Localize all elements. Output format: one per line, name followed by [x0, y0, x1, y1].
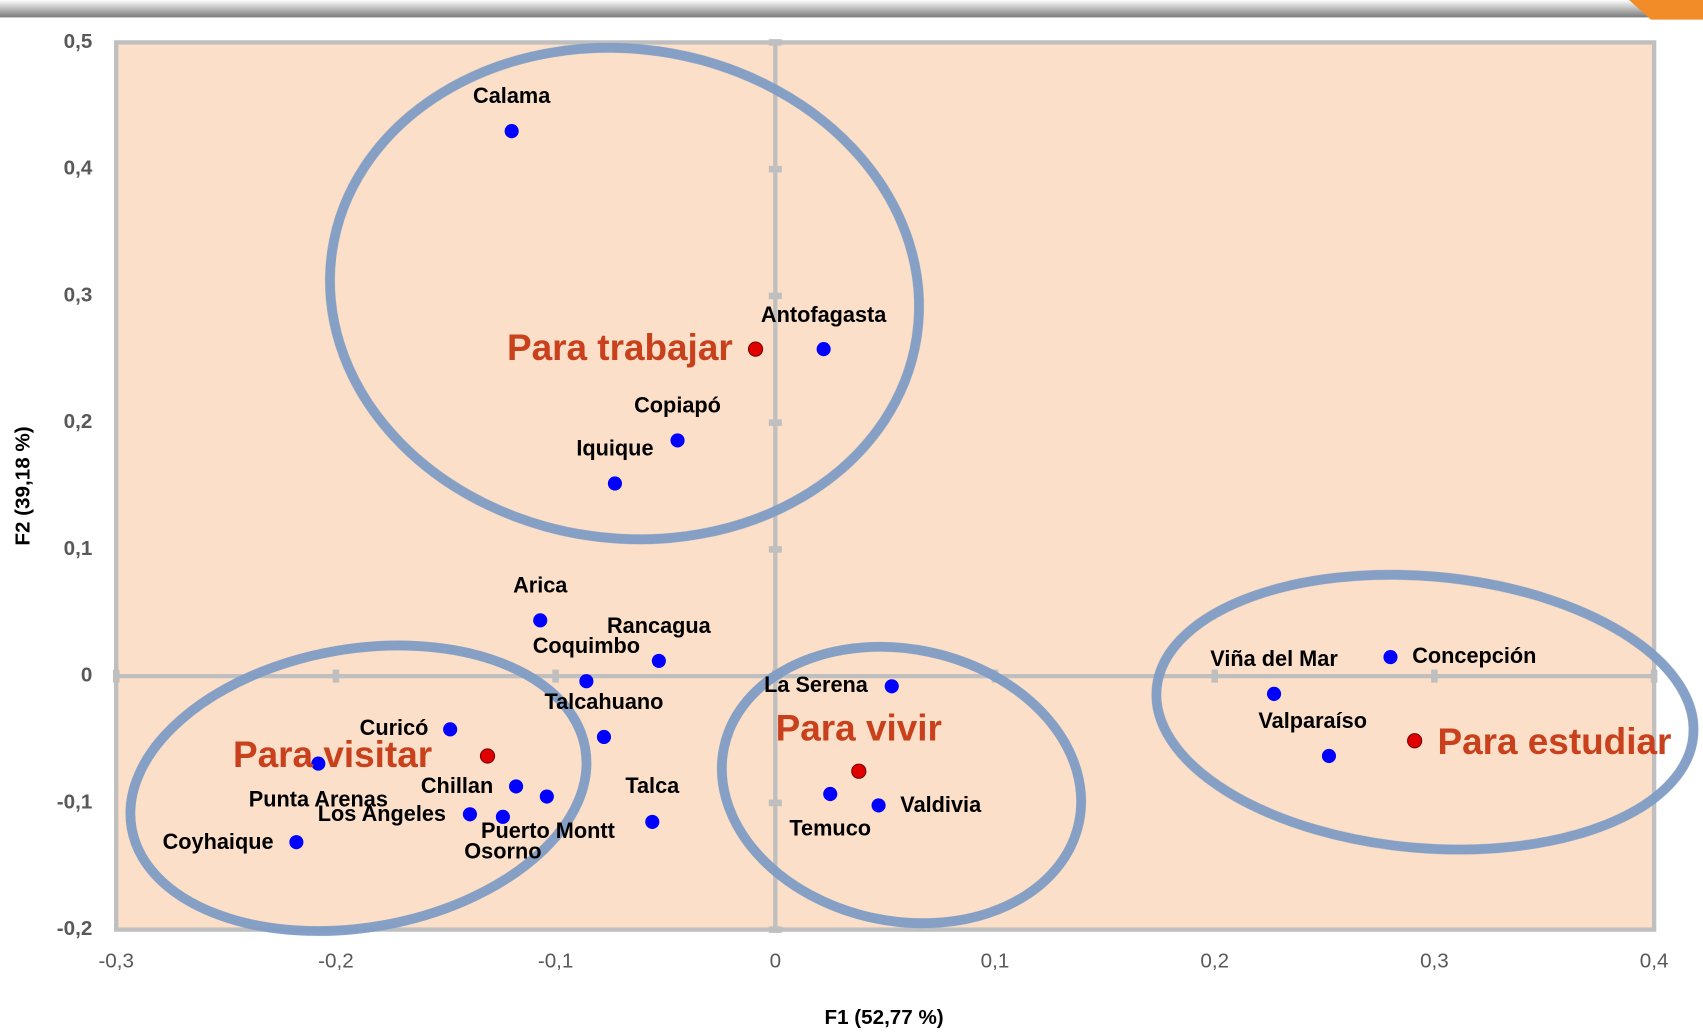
- city-point: [645, 815, 659, 829]
- city-point: [1267, 687, 1281, 701]
- city-point-label: Calama: [473, 83, 551, 108]
- x-tick-label: 0,4: [1640, 950, 1669, 973]
- city-point-label: Antofagasta: [761, 302, 887, 327]
- y-axis-label: F2 (39,18 %): [11, 426, 34, 545]
- x-tick-label: -0,2: [318, 950, 354, 973]
- city-point: [289, 835, 303, 849]
- x-tick-label: -0,3: [98, 950, 134, 973]
- city-point: [1383, 650, 1397, 664]
- city-point: [1322, 749, 1336, 763]
- city-point-label: Temuco: [789, 816, 871, 841]
- y-tick-label: -0,2: [57, 917, 93, 940]
- purpose-point: [1408, 734, 1422, 748]
- purpose-point: [748, 342, 762, 356]
- x-tick-label: 0,2: [1200, 950, 1229, 973]
- city-point-label: Coyhaique: [163, 829, 274, 854]
- city-point-label: Puerto Montt: [481, 818, 615, 843]
- city-point-label: Coquimbo: [533, 633, 640, 658]
- purpose-point: [480, 749, 494, 763]
- y-tick-label: 0,3: [64, 283, 93, 306]
- city-point-label: Copiapó: [634, 392, 721, 417]
- x-tick-label: 0,3: [1420, 950, 1449, 973]
- y-tick-label: -0,1: [57, 790, 93, 813]
- city-point-label: Chillan: [421, 773, 493, 798]
- x-axis-label: F1 (52,77 %): [825, 1006, 944, 1029]
- city-point: [579, 674, 593, 688]
- city-point: [670, 433, 684, 447]
- city-point-label: La Serena: [764, 672, 869, 697]
- x-tick-label: -0,1: [538, 950, 574, 973]
- city-point: [540, 789, 554, 803]
- purpose-point-label: Para vivir: [776, 708, 942, 749]
- top-bar: [0, 0, 1703, 17]
- city-point: [533, 613, 547, 627]
- city-point: [597, 730, 611, 744]
- city-point-label: Valdivia: [900, 792, 982, 817]
- y-tick-label: 0,5: [64, 30, 93, 53]
- city-point-label: Concepción: [1412, 643, 1536, 668]
- city-point: [885, 679, 899, 693]
- city-point: [509, 779, 523, 793]
- purpose-point-label: Para estudiar: [1437, 721, 1671, 762]
- purpose-point-label: Para visitar: [233, 734, 432, 775]
- y-tick-label: 0,1: [64, 537, 93, 560]
- city-point: [608, 476, 622, 490]
- city-point-label: Viña del Mar: [1210, 646, 1338, 671]
- city-point: [872, 798, 886, 812]
- city-point-label: Talcahuano: [544, 689, 663, 714]
- y-tick-label: 0: [81, 664, 92, 687]
- y-tick-label: 0,4: [64, 157, 93, 180]
- purpose-point: [852, 764, 866, 778]
- city-point: [505, 124, 519, 138]
- page: {"chart_data": { "type": "scatter", "x_l…: [0, 0, 1703, 1034]
- city-point: [823, 787, 837, 801]
- city-point-label: Los Angeles: [318, 801, 446, 826]
- y-tick-label: 0,2: [64, 410, 93, 433]
- city-point-label: Valparaíso: [1258, 708, 1367, 733]
- purpose-point-label: Para trabajar: [507, 327, 733, 368]
- x-tick-label: 0,1: [981, 950, 1010, 973]
- x-tick-label: 0: [770, 950, 781, 973]
- city-point: [463, 807, 477, 821]
- city-point-label: Iquique: [576, 435, 653, 460]
- chart: F1 (52,77 %) F2 (39,18 %) -0,3-0,2-0,100…: [0, 0, 1703, 1034]
- city-point: [443, 722, 457, 736]
- city-point-label: Talca: [625, 773, 680, 798]
- city-point: [652, 654, 666, 668]
- city-point: [817, 342, 831, 356]
- city-point-label: Arica: [513, 572, 568, 597]
